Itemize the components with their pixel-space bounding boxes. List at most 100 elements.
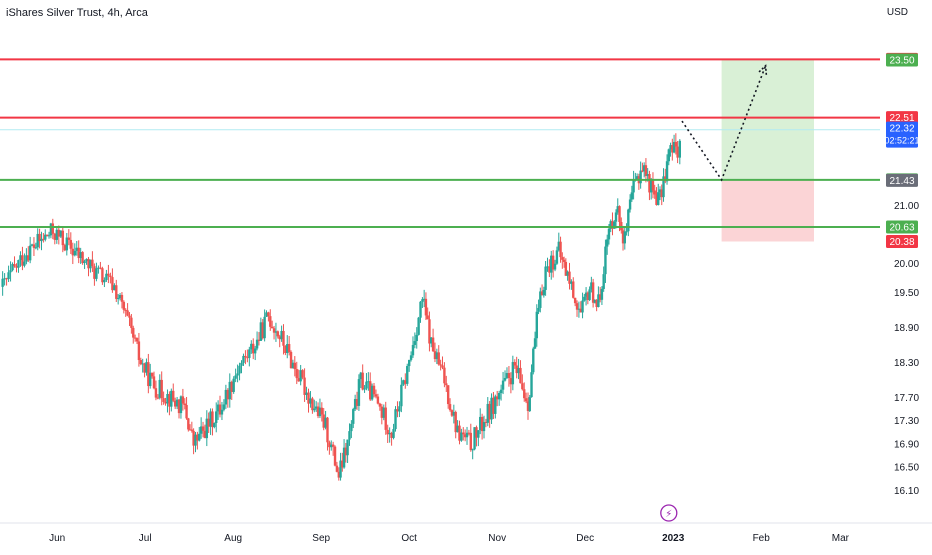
candle-body (38, 233, 41, 242)
candle-body (261, 322, 264, 339)
currency-label: USD (886, 7, 908, 18)
candle-body (3, 278, 6, 280)
candle-body (331, 444, 335, 447)
candle-body (361, 372, 364, 390)
candle-body (85, 258, 88, 262)
candle-body (211, 411, 214, 428)
candle-body (378, 403, 382, 407)
candle-body (530, 372, 533, 398)
candle-body (244, 355, 247, 358)
candle-body (120, 294, 124, 302)
candle-body (665, 161, 669, 182)
candle-body (15, 266, 18, 268)
candle-body (382, 407, 385, 418)
candle-body (507, 373, 511, 379)
candle-body (404, 380, 407, 384)
candle-body (446, 385, 450, 405)
price-badge-label: 21.43 (889, 176, 914, 187)
candle-body (671, 145, 674, 153)
candle-body (441, 365, 444, 368)
candle-body (492, 397, 495, 414)
candle-body (494, 396, 497, 414)
candle-body (484, 421, 488, 423)
candle-body (181, 396, 185, 404)
candle-body (17, 260, 20, 268)
y-tick-label: 19.50 (894, 288, 919, 299)
candle-body (553, 263, 557, 270)
candle-body (443, 367, 446, 384)
candle-body (450, 410, 454, 416)
candle-body (128, 315, 131, 318)
candle-body (376, 396, 380, 404)
candle-body (53, 233, 56, 240)
candle-body (250, 343, 253, 350)
candle-body (133, 337, 137, 339)
candle-body (147, 362, 150, 387)
candle-body (674, 141, 678, 147)
candle-body (392, 429, 395, 438)
candle-body (482, 421, 486, 432)
candle-body (103, 279, 106, 283)
loss-zone (721, 179, 814, 242)
candle-body (326, 417, 329, 443)
candle-body (591, 282, 595, 303)
candle-body (75, 247, 78, 251)
candle-body (357, 379, 361, 406)
candle-body (600, 288, 604, 300)
candle-body (222, 404, 226, 410)
candle-body (11, 264, 14, 271)
candle-body (333, 446, 337, 466)
candle-body (175, 399, 179, 407)
y-tick-label: 16.50 (894, 463, 919, 474)
candle-body (386, 429, 389, 435)
candle-body (660, 189, 663, 198)
candle-body (190, 429, 194, 431)
candle-body (653, 190, 656, 195)
candle-body (342, 447, 346, 468)
candle-body (28, 245, 32, 261)
candle-body (122, 301, 126, 310)
candle-body (59, 230, 62, 237)
y-tick-label: 16.10 (894, 486, 919, 497)
candle-body (509, 378, 513, 385)
candle-body (220, 409, 224, 415)
price-badge-label: 22.32 (889, 124, 914, 135)
profit-zone (721, 59, 814, 180)
candle-body (311, 398, 314, 411)
candle-body (67, 237, 70, 240)
candle-body (9, 270, 12, 273)
candle-body (573, 297, 577, 304)
candle-body (517, 367, 520, 374)
candle-body (170, 390, 173, 407)
candle-body (115, 285, 118, 299)
candle-body (116, 298, 120, 300)
candle-body (32, 244, 36, 248)
candle-body (107, 273, 110, 276)
candle-body (185, 404, 188, 419)
candle-body (19, 255, 22, 261)
candle-body (621, 230, 625, 244)
candle-body (611, 221, 614, 229)
y-tick-label: 16.90 (894, 439, 919, 450)
candle-body (284, 345, 287, 354)
candle-body (497, 393, 501, 400)
candle-body (353, 399, 357, 410)
candle-body (335, 465, 339, 472)
candle-body (475, 427, 478, 438)
candle-body (380, 406, 384, 418)
candle-body (49, 223, 53, 236)
candle-body (462, 432, 465, 435)
candle-body (431, 337, 435, 352)
candle-body (81, 252, 84, 264)
candle-body (248, 349, 251, 358)
candle-body (667, 149, 670, 162)
candle-body (218, 404, 222, 415)
candle-body (27, 255, 30, 261)
candle-body (422, 298, 426, 300)
candle-body (301, 370, 304, 378)
candle-body (330, 444, 333, 448)
candle-body (408, 359, 411, 367)
candle-body (658, 189, 662, 193)
